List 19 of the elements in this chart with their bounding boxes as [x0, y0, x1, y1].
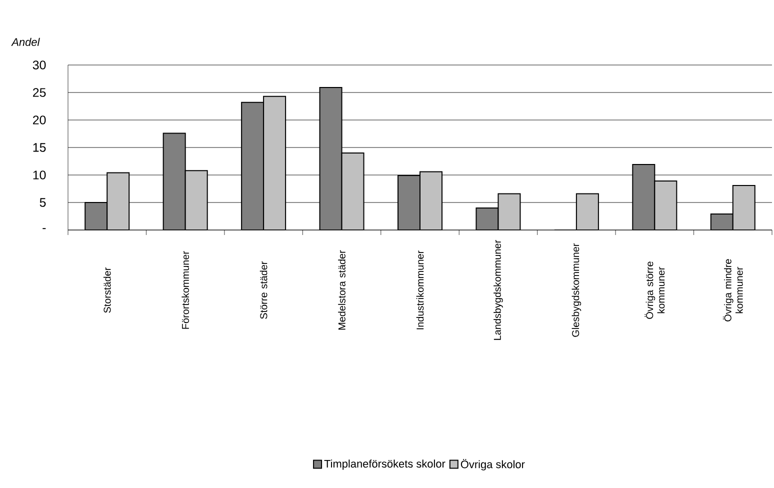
y-tick-label: 10 — [33, 170, 46, 180]
y-tick-label: - — [42, 228, 46, 230]
x-tick-label: Förortskommuner — [182, 251, 189, 329]
x-tick-label: Glesbygdskommuner — [572, 243, 582, 337]
legend-label: Övriga skolor — [460, 458, 525, 470]
y-tick-label: 25 — [33, 88, 46, 97]
x-tick-label: Större städer — [260, 261, 268, 319]
y-axis-title: Andel — [11, 38, 40, 46]
y-tick-label: 5 — [40, 198, 46, 207]
legend-label: Timplaneförsökets skolor — [324, 460, 446, 470]
x-tick-label: Medelstora städer — [338, 250, 346, 330]
x-tick-label: Övriga mindre kommuner — [722, 259, 743, 322]
y-tick-label: 15 — [33, 143, 46, 152]
y-tick-label: 30 — [32, 60, 46, 70]
x-tick-label: Övriga större kommuner — [644, 262, 665, 319]
x-tick-label: Storstäder — [103, 267, 111, 313]
x-tick-label: Landsbygdskommuner — [494, 240, 503, 340]
y-tick-label: 20 — [33, 116, 46, 124]
x-tick-label: Industrikommuner — [416, 250, 424, 330]
